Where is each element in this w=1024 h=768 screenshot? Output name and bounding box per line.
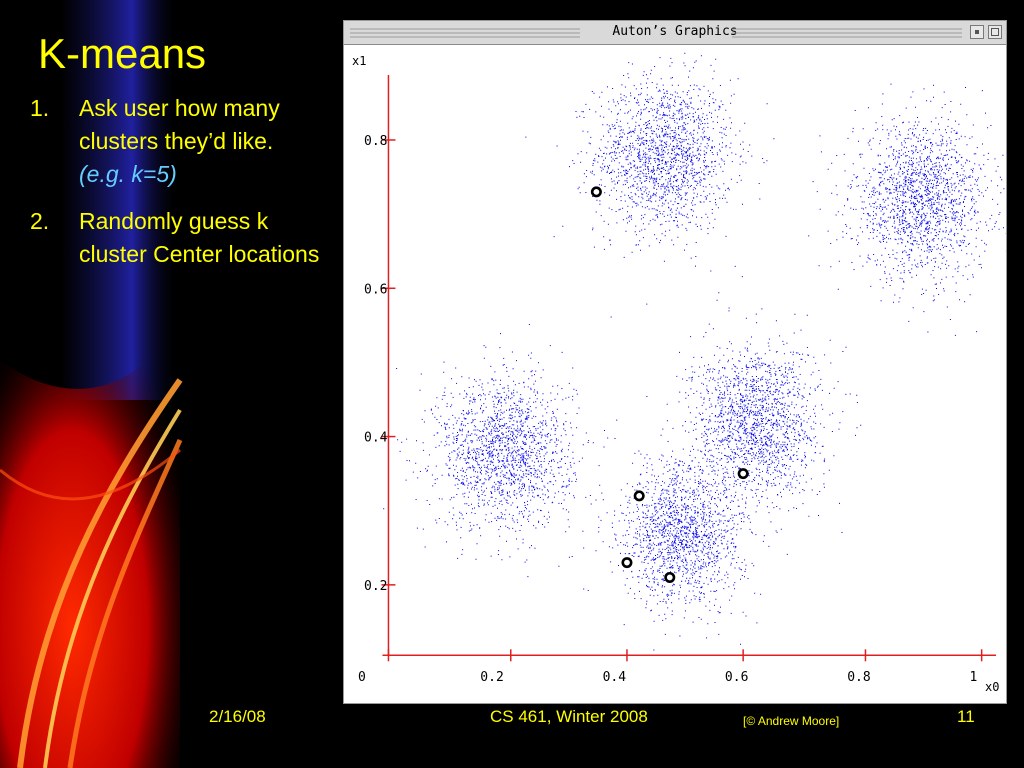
data-points [383,52,1006,651]
cluster-points [383,52,1006,651]
bullet-note: (e.g. k=5) [79,161,177,187]
y-tick-label: 0.8 [364,134,387,149]
y-axis-label: x1 [352,54,366,68]
x-tick-label: 0.4 [603,670,627,685]
center-marker [590,186,602,198]
plot-axes: 0 0.2 0.4 0.6 0.8 1 0.2 0.4 0.6 0.8 [358,75,996,685]
y-tick-label: 0.4 [364,431,388,446]
x-tick-label: 0.8 [847,670,870,685]
titlebar-grip-right [732,28,962,38]
y-tick-label: 0.2 [364,579,387,594]
center-marker [633,490,645,502]
x-tick-label: 1 [970,670,978,685]
footer-page-number: 11 [957,707,975,726]
center-marker [621,557,633,569]
x-tick-label: 0.6 [725,670,748,685]
x-axis-label: x0 [985,680,999,694]
center-marker [664,571,676,583]
y-tick-label: 0.6 [364,282,387,297]
x-tick-label: 0.2 [480,670,503,685]
bullet-text: Ask user how many clusters they’d like. [79,95,280,154]
bullet-number: 2. [30,208,50,234]
guessed-centers [590,186,749,583]
slide-title: K-means [38,30,207,77]
footer-credit: [© Andrew Moore] [743,714,840,728]
footer-date: 2/16/08 [209,707,266,726]
maximize-button[interactable] [988,25,1002,39]
window-title: Auton’s Graphics [612,24,738,39]
scatter-plot: 0 0.2 0.4 0.6 0.8 1 0.2 0.4 0.6 0.8 x1 x0 [352,52,1006,694]
center-marker [737,468,749,480]
graphics-window[interactable]: Auton’s Graphics 0 0.2 0.4 0.6 0.8 1 0.2 0.4 0.6… [343,20,1007,704]
x-tick-label: 0 [358,670,366,685]
bullet-item-2: 2. Randomly guess k cluster Center locat… [30,205,340,271]
minimize-button[interactable] [970,25,984,39]
bullet-number: 1. [30,95,50,121]
bullet-list: 1. Ask user how many clusters they’d lik… [30,92,340,285]
titlebar-grip-left [350,28,580,38]
bullet-text: Randomly guess k cluster Center location… [79,208,320,267]
bullet-item-1: 1. Ask user how many clusters they’d lik… [30,92,340,191]
footer-course: CS 461, Winter 2008 [490,707,648,726]
window-titlebar[interactable]: Auton’s Graphics [344,21,1006,45]
